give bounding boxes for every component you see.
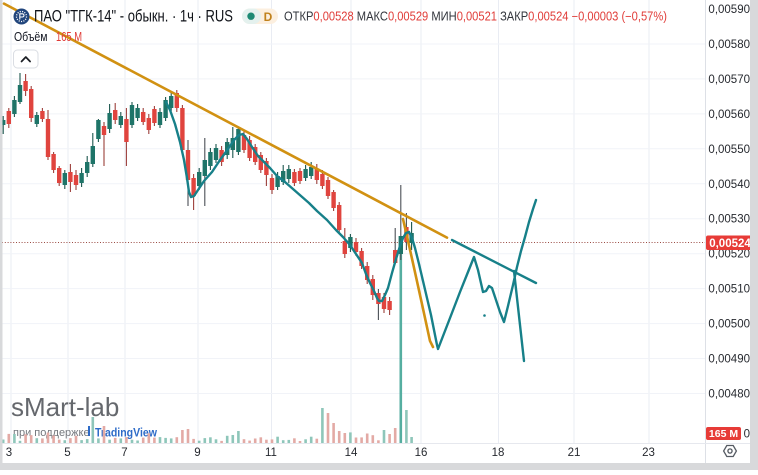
- svg-text:0,00530: 0,00530: [708, 214, 750, 226]
- svg-text:0,00510: 0,00510: [708, 284, 750, 296]
- svg-text:0,00480: 0,00480: [708, 389, 750, 401]
- svg-text:18: 18: [492, 447, 505, 459]
- svg-text:14: 14: [345, 447, 358, 459]
- svg-text:165 М: 165 М: [709, 428, 738, 440]
- svg-text:21: 21: [568, 447, 581, 459]
- svg-text:0,00520: 0,00520: [708, 249, 750, 261]
- svg-text:TradingView: TradingView: [95, 428, 157, 440]
- svg-text:0,00570: 0,00570: [708, 74, 750, 86]
- svg-text:16: 16: [415, 447, 428, 459]
- svg-text:0,00500: 0,00500: [708, 319, 750, 331]
- svg-text:0: 0: [744, 429, 750, 441]
- svg-text:5: 5: [64, 447, 70, 459]
- svg-text:ОТКР0,00528 МАКС0,00529 МИН0,0: ОТКР0,00528 МАКС0,00529 МИН0,00521 ЗАКР0…: [284, 10, 667, 24]
- svg-text:23: 23: [642, 447, 655, 459]
- svg-text:0,00550: 0,00550: [708, 144, 750, 156]
- svg-text:D: D: [264, 10, 273, 24]
- svg-text:0,00560: 0,00560: [708, 109, 750, 121]
- svg-text:0,00540: 0,00540: [708, 179, 750, 191]
- svg-text:ПАО "ТГК-14" - обыкн. · 1ч · R: ПАО "ТГК-14" - обыкн. · 1ч · RUS: [34, 8, 233, 26]
- svg-text:0,00490: 0,00490: [708, 354, 750, 366]
- svg-text:7: 7: [121, 447, 127, 459]
- svg-text:0,00580: 0,00580: [708, 39, 750, 51]
- svg-text:165 М: 165 М: [56, 30, 82, 44]
- svg-text:Объём: Объём: [14, 30, 48, 44]
- svg-text:11: 11: [265, 447, 277, 459]
- svg-text:3: 3: [6, 447, 12, 459]
- svg-text:0,00590: 0,00590: [708, 4, 750, 16]
- svg-text:9: 9: [194, 447, 200, 459]
- svg-text:0,00524: 0,00524: [709, 238, 751, 250]
- svg-text:sMart-lab: sMart-lab: [11, 392, 119, 422]
